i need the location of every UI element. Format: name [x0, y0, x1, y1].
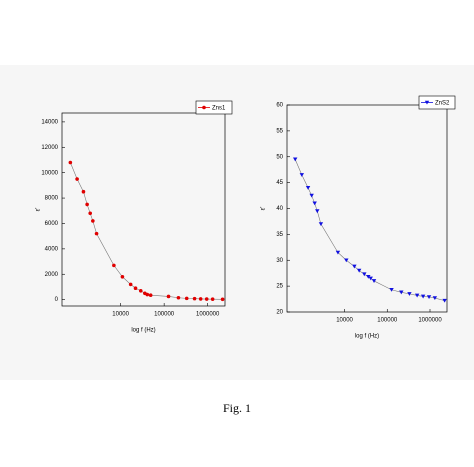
- marker: [68, 160, 73, 165]
- marker: [432, 296, 438, 301]
- y-tick-label: 60: [276, 103, 283, 109]
- marker: [344, 258, 349, 263]
- marker: [426, 295, 432, 299]
- y-tick-label: 12000: [41, 145, 58, 151]
- plot-frame: [61, 112, 226, 307]
- legend-box: [195, 100, 233, 115]
- marker: [128, 282, 133, 287]
- marker: [305, 186, 311, 190]
- x-tick-label: 1000000: [196, 312, 220, 318]
- marker: [148, 293, 153, 298]
- marker: [368, 276, 373, 281]
- marker: [184, 296, 189, 301]
- marker: [145, 292, 150, 297]
- y-axis-label: ε': [261, 207, 267, 211]
- marker: [371, 279, 377, 283]
- x-tick-label: 10000: [112, 312, 129, 318]
- marker: [204, 297, 209, 301]
- marker: [335, 250, 341, 255]
- legend-label: Zns1: [212, 106, 226, 112]
- marker: [198, 297, 203, 301]
- marker: [407, 292, 412, 296]
- marker: [352, 264, 357, 269]
- marker: [389, 287, 394, 292]
- marker: [192, 296, 197, 301]
- marker: [318, 222, 324, 227]
- marker: [88, 211, 92, 216]
- marker: [299, 173, 305, 177]
- marker: [399, 290, 404, 295]
- marker: [362, 272, 367, 277]
- y-tick-label: 4000: [45, 246, 59, 252]
- marker: [166, 294, 171, 299]
- marker: [312, 201, 317, 206]
- marker: [176, 295, 181, 300]
- marker: [133, 286, 138, 291]
- x-tick-label: 10000: [336, 318, 353, 324]
- marker: [442, 298, 447, 303]
- caption: Fig. 1: [223, 401, 251, 415]
- x-tick-label: 100000: [377, 318, 398, 324]
- x-tick-label: 100000: [154, 312, 175, 318]
- marker: [210, 297, 215, 301]
- y-tick-label: 55: [276, 128, 283, 134]
- marker: [315, 209, 320, 214]
- legend-label: ZnS2: [435, 101, 450, 107]
- marker: [309, 193, 314, 198]
- marker: [220, 297, 225, 302]
- y-tick-label: 0: [55, 297, 59, 303]
- y-tick-label: 50: [276, 154, 283, 160]
- y-tick-label: 14000: [41, 119, 58, 125]
- x-axis-label: log f (Hz): [131, 328, 155, 334]
- y-tick-label: 40: [276, 206, 283, 212]
- marker: [120, 274, 125, 279]
- marker: [75, 177, 79, 181]
- marker: [356, 268, 362, 273]
- x-axis-label: log f (Hz): [355, 334, 379, 340]
- marker: [414, 293, 420, 298]
- y-tick-label: 25: [276, 284, 283, 290]
- x-tick-label: 1000000: [418, 318, 442, 324]
- panel-background: [0, 65, 474, 380]
- marker: [138, 288, 143, 293]
- legend-marker: [202, 105, 206, 110]
- y-tick-label: 35: [276, 232, 283, 238]
- marker: [420, 294, 426, 299]
- y-tick-label: 45: [276, 180, 283, 186]
- marker: [81, 189, 86, 194]
- marker: [366, 275, 371, 279]
- marker: [85, 202, 89, 207]
- y-tick-label: 8000: [45, 196, 59, 202]
- y-tick-label: 10000: [41, 170, 58, 176]
- marker: [112, 263, 116, 268]
- marker: [91, 219, 95, 223]
- marker: [292, 157, 298, 162]
- marker: [94, 231, 99, 236]
- legend-marker: [424, 100, 430, 105]
- y-tick-label: 2000: [45, 272, 59, 278]
- y-axis-label: ε': [36, 208, 42, 212]
- legend-box: [418, 95, 456, 110]
- y-tick-label: 20: [276, 310, 283, 316]
- y-tick-label: 30: [276, 258, 283, 264]
- y-tick-label: 6000: [45, 221, 59, 227]
